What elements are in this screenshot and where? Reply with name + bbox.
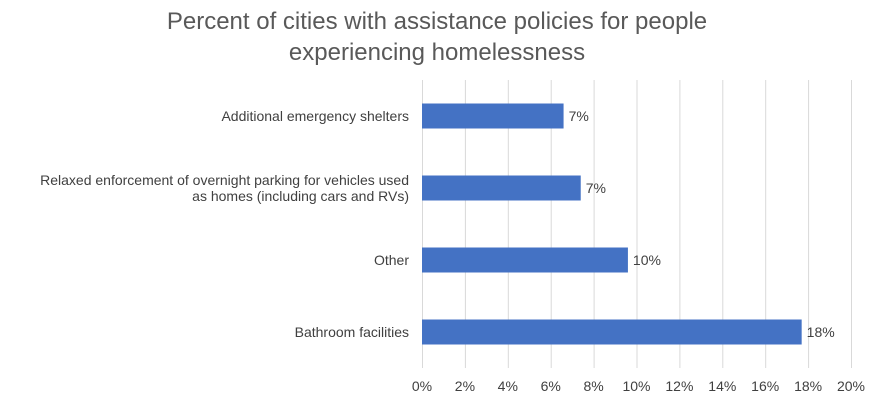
data-label-1: 7% <box>586 180 606 196</box>
x-tick-label-5: 10% <box>622 378 650 394</box>
bar-3 <box>422 319 802 345</box>
x-tick-label-2: 4% <box>498 378 518 394</box>
x-tick-label-9: 18% <box>794 378 822 394</box>
x-tick-label-8: 16% <box>751 378 779 394</box>
bar-1 <box>422 175 581 201</box>
chart-title: Percent of cities with assistance polici… <box>0 6 874 68</box>
x-tick-label-3: 6% <box>541 378 561 394</box>
x-tick-label-4: 8% <box>583 378 603 394</box>
bar-0 <box>422 103 564 129</box>
data-label-0: 7% <box>569 108 589 124</box>
category-label-3: Bathroom facilities <box>295 324 409 340</box>
x-tick-label-6: 12% <box>665 378 693 394</box>
chart-title-line-2: experiencing homelessness <box>288 39 586 66</box>
data-label-3: 18% <box>807 324 835 340</box>
category-label-2: Other <box>374 252 409 268</box>
data-label-2: 10% <box>633 252 661 268</box>
category-label-1-line-0: Relaxed enforcement of overnight parking… <box>40 172 409 188</box>
bar-2 <box>422 247 628 273</box>
x-tick-label-0: 0% <box>412 378 432 394</box>
x-tick-label-10: 20% <box>837 378 865 394</box>
chart-title-line-1: Percent of cities with assistance polici… <box>166 8 708 35</box>
category-label-0: Additional emergency shelters <box>221 108 409 124</box>
x-tick-label-1: 2% <box>455 378 475 394</box>
category-label-1-line-1: as homes (including cars and RVs) <box>192 188 409 204</box>
x-tick-label-7: 14% <box>708 378 736 394</box>
